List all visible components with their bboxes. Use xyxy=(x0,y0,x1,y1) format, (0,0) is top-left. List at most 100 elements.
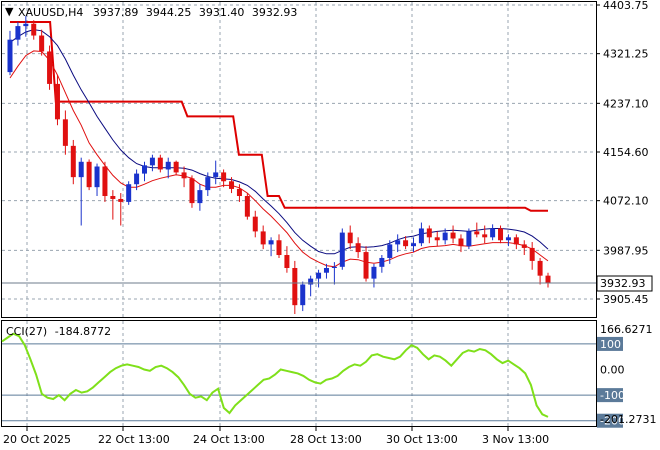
ohlc-close: 3932.93 xyxy=(252,6,298,19)
candle-body xyxy=(505,237,511,241)
cci-tick-label: 0.00 xyxy=(600,364,625,377)
ohlc-high: 3944.25 xyxy=(146,6,192,19)
ohlc-open: 3937.89 xyxy=(93,6,139,19)
candle-body xyxy=(78,161,84,178)
main-plot-frame xyxy=(1,1,597,318)
candle-body xyxy=(165,161,171,170)
candles xyxy=(7,16,551,315)
candle-body xyxy=(134,173,140,185)
candle-body xyxy=(379,257,385,267)
cci-level-tag xyxy=(597,336,623,351)
candle-body xyxy=(268,240,274,245)
candle-body xyxy=(323,267,329,273)
candle-body xyxy=(434,237,440,241)
cci-tick-label: -201.2731 xyxy=(600,413,656,426)
price-tick-label: 4403.75 xyxy=(603,0,649,12)
candle-body xyxy=(355,243,361,253)
candle-body xyxy=(197,190,203,204)
candle-body xyxy=(173,161,179,173)
candle-body xyxy=(537,260,543,276)
candle-body xyxy=(7,39,13,73)
candle-body xyxy=(458,238,464,247)
time-tick-label: 28 Oct 13:00 xyxy=(290,433,362,446)
candle-body xyxy=(521,244,527,248)
stop-line-path xyxy=(10,21,548,212)
candle-body xyxy=(387,244,393,258)
candle-body xyxy=(276,240,282,256)
price-tick-label: 4072.10 xyxy=(603,195,649,208)
candle-body xyxy=(39,35,45,52)
candle-body xyxy=(221,172,227,182)
candle-body xyxy=(229,181,235,189)
candle-body xyxy=(490,228,496,238)
price-tick-label: 4237.10 xyxy=(603,97,649,110)
price-tick-label: 3905.45 xyxy=(603,293,649,306)
candle-body xyxy=(62,119,68,146)
cci-path xyxy=(1,332,549,418)
candle-body xyxy=(54,83,60,120)
candle-body xyxy=(331,266,337,268)
time-tick-label: 3 Nov 13:00 xyxy=(482,433,549,446)
time-tick-label: 22 Oct 13:00 xyxy=(98,433,170,446)
candle-body xyxy=(482,234,488,238)
candle-body xyxy=(403,240,409,247)
candle-body xyxy=(316,272,322,279)
candle-body xyxy=(15,26,21,40)
cci-tick-label: -100 xyxy=(600,389,625,402)
candle-body xyxy=(181,172,187,179)
candle-body xyxy=(395,240,401,245)
collapse-arrow-icon[interactable]: ▼ xyxy=(5,5,14,18)
candle-body xyxy=(371,266,377,279)
candle-body xyxy=(442,232,448,241)
stop-line xyxy=(10,21,548,212)
candle-body xyxy=(236,188,242,197)
candle-body xyxy=(213,172,219,178)
ma-slow-line xyxy=(9,29,549,255)
candle-body xyxy=(426,228,432,238)
ohlc-low: 3931.40 xyxy=(199,6,245,19)
candle-body xyxy=(110,196,116,199)
candle-body xyxy=(529,247,535,261)
price-tick-label: 3987.95 xyxy=(603,244,649,257)
candle-body xyxy=(189,178,195,204)
candle-body xyxy=(545,275,551,283)
candle-body xyxy=(94,166,100,188)
time-tick-label: 20 Oct 2025 xyxy=(3,433,71,446)
moving-averages xyxy=(9,29,549,268)
cci-level-tag xyxy=(597,388,623,403)
candle-body xyxy=(474,231,480,235)
candle-body xyxy=(102,166,108,197)
price-axis: 4403.75 4321.25 4237.10 4154.60 4072.10 3987.… xyxy=(596,0,649,306)
candle-body xyxy=(205,177,211,191)
candle-body xyxy=(118,198,124,202)
candle-body xyxy=(411,243,416,247)
candle-body xyxy=(86,161,92,188)
svg-text:CCI(27) -184.8772: CCI(27) -184.8772 xyxy=(6,325,111,338)
time-tick-label: 30 Oct 13:00 xyxy=(386,433,458,446)
candle-body xyxy=(260,231,266,245)
candle-body xyxy=(252,216,258,232)
candle-body xyxy=(31,23,37,36)
candle-body xyxy=(308,278,314,285)
time-tick-label: 24 Oct 13:00 xyxy=(193,433,265,446)
candle-body xyxy=(339,232,345,267)
svg-text:XAUUSD,H4 3937.89 3944: XAUUSD,H4 3937.89 3944.25 3931.40 3932.9… xyxy=(18,6,297,19)
candle-body xyxy=(300,284,306,306)
price-tick-label: 4154.60 xyxy=(603,146,649,159)
candle-body xyxy=(23,23,29,27)
indicator-value: -184.8772 xyxy=(55,325,111,338)
candle-body xyxy=(142,165,147,174)
candle-body xyxy=(149,157,155,166)
cci-line xyxy=(1,332,549,418)
cci-tick-label: -200 xyxy=(600,415,625,428)
cci-levels xyxy=(2,343,596,422)
current-price-label: 3932.93 xyxy=(600,277,646,290)
candle-body xyxy=(284,255,290,268)
cci-axis: 166.6271 100 0.00 -100 -200-201.2731 xyxy=(597,323,656,428)
candle-body xyxy=(498,228,504,241)
candle-body xyxy=(244,196,250,217)
cci-tick-label: 166.6271 xyxy=(600,323,653,336)
candle-body xyxy=(70,145,76,178)
candle-body xyxy=(47,51,53,84)
